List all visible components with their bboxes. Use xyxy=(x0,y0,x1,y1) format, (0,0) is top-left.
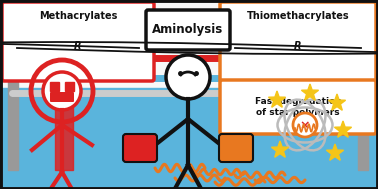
Polygon shape xyxy=(271,141,288,157)
Bar xyxy=(278,25,287,155)
Polygon shape xyxy=(328,94,345,110)
FancyBboxPatch shape xyxy=(146,10,230,50)
Bar xyxy=(278,25,287,155)
Text: Methacrylates: Methacrylates xyxy=(39,11,117,21)
Bar xyxy=(55,60,73,170)
FancyBboxPatch shape xyxy=(123,134,157,162)
Bar xyxy=(50,82,59,91)
FancyBboxPatch shape xyxy=(2,2,154,81)
Bar xyxy=(358,10,368,170)
FancyBboxPatch shape xyxy=(220,2,376,81)
FancyBboxPatch shape xyxy=(220,80,376,134)
Circle shape xyxy=(166,55,210,99)
Bar xyxy=(8,10,18,170)
Polygon shape xyxy=(301,84,319,100)
Polygon shape xyxy=(335,121,352,137)
Text: R: R xyxy=(74,41,82,51)
Text: Aminolysis: Aminolysis xyxy=(152,23,224,36)
Polygon shape xyxy=(327,144,344,160)
FancyBboxPatch shape xyxy=(219,134,253,162)
Circle shape xyxy=(43,72,81,110)
Bar xyxy=(65,82,74,91)
Text: ×: × xyxy=(300,119,310,132)
FancyBboxPatch shape xyxy=(50,92,74,102)
Polygon shape xyxy=(268,91,285,107)
Circle shape xyxy=(293,113,317,137)
Text: Fast degradation
of star polymers: Fast degradation of star polymers xyxy=(255,97,341,117)
Polygon shape xyxy=(0,88,378,189)
Text: Thiomethacrylates: Thiomethacrylates xyxy=(247,11,349,21)
Text: R: R xyxy=(294,41,302,51)
Bar xyxy=(278,60,287,170)
